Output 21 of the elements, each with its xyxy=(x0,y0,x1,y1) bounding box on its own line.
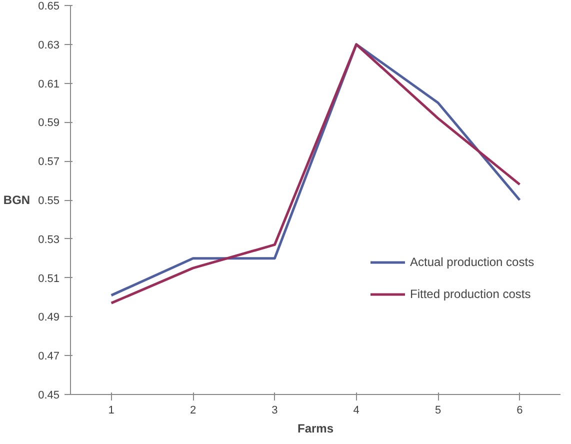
y-tick-label: 0.45 xyxy=(38,390,60,402)
y-tick-label: 0.53 xyxy=(38,234,60,246)
x-tick-label: 5 xyxy=(434,404,442,416)
y-tick-label: 0.59 xyxy=(38,117,60,130)
x-tick-label: 3 xyxy=(272,404,278,416)
x-tick-label: 4 xyxy=(353,404,360,416)
y-tick-label: 0.57 xyxy=(38,156,60,168)
y-tick-label: 0.51 xyxy=(38,272,60,285)
x-tick-label: 6 xyxy=(516,404,523,416)
legend-label: Actual production costs xyxy=(410,255,534,269)
y-tick-label: 0.65 xyxy=(38,0,60,12)
y-tick-label: 0.47 xyxy=(38,350,60,363)
y-tick-label: 0.55 xyxy=(38,195,60,207)
x-tick-label: 2 xyxy=(190,404,196,416)
y-tick-label: 0.61 xyxy=(38,78,60,90)
x-axis-title: Farms xyxy=(297,422,334,436)
y-tick-label: 0.63 xyxy=(38,39,60,52)
y-axis-title: BGN xyxy=(3,193,30,207)
legend-label: Fitted production costs xyxy=(410,287,531,301)
x-tick-label: 1 xyxy=(108,404,114,416)
y-tick-label: 0.49 xyxy=(38,312,60,324)
